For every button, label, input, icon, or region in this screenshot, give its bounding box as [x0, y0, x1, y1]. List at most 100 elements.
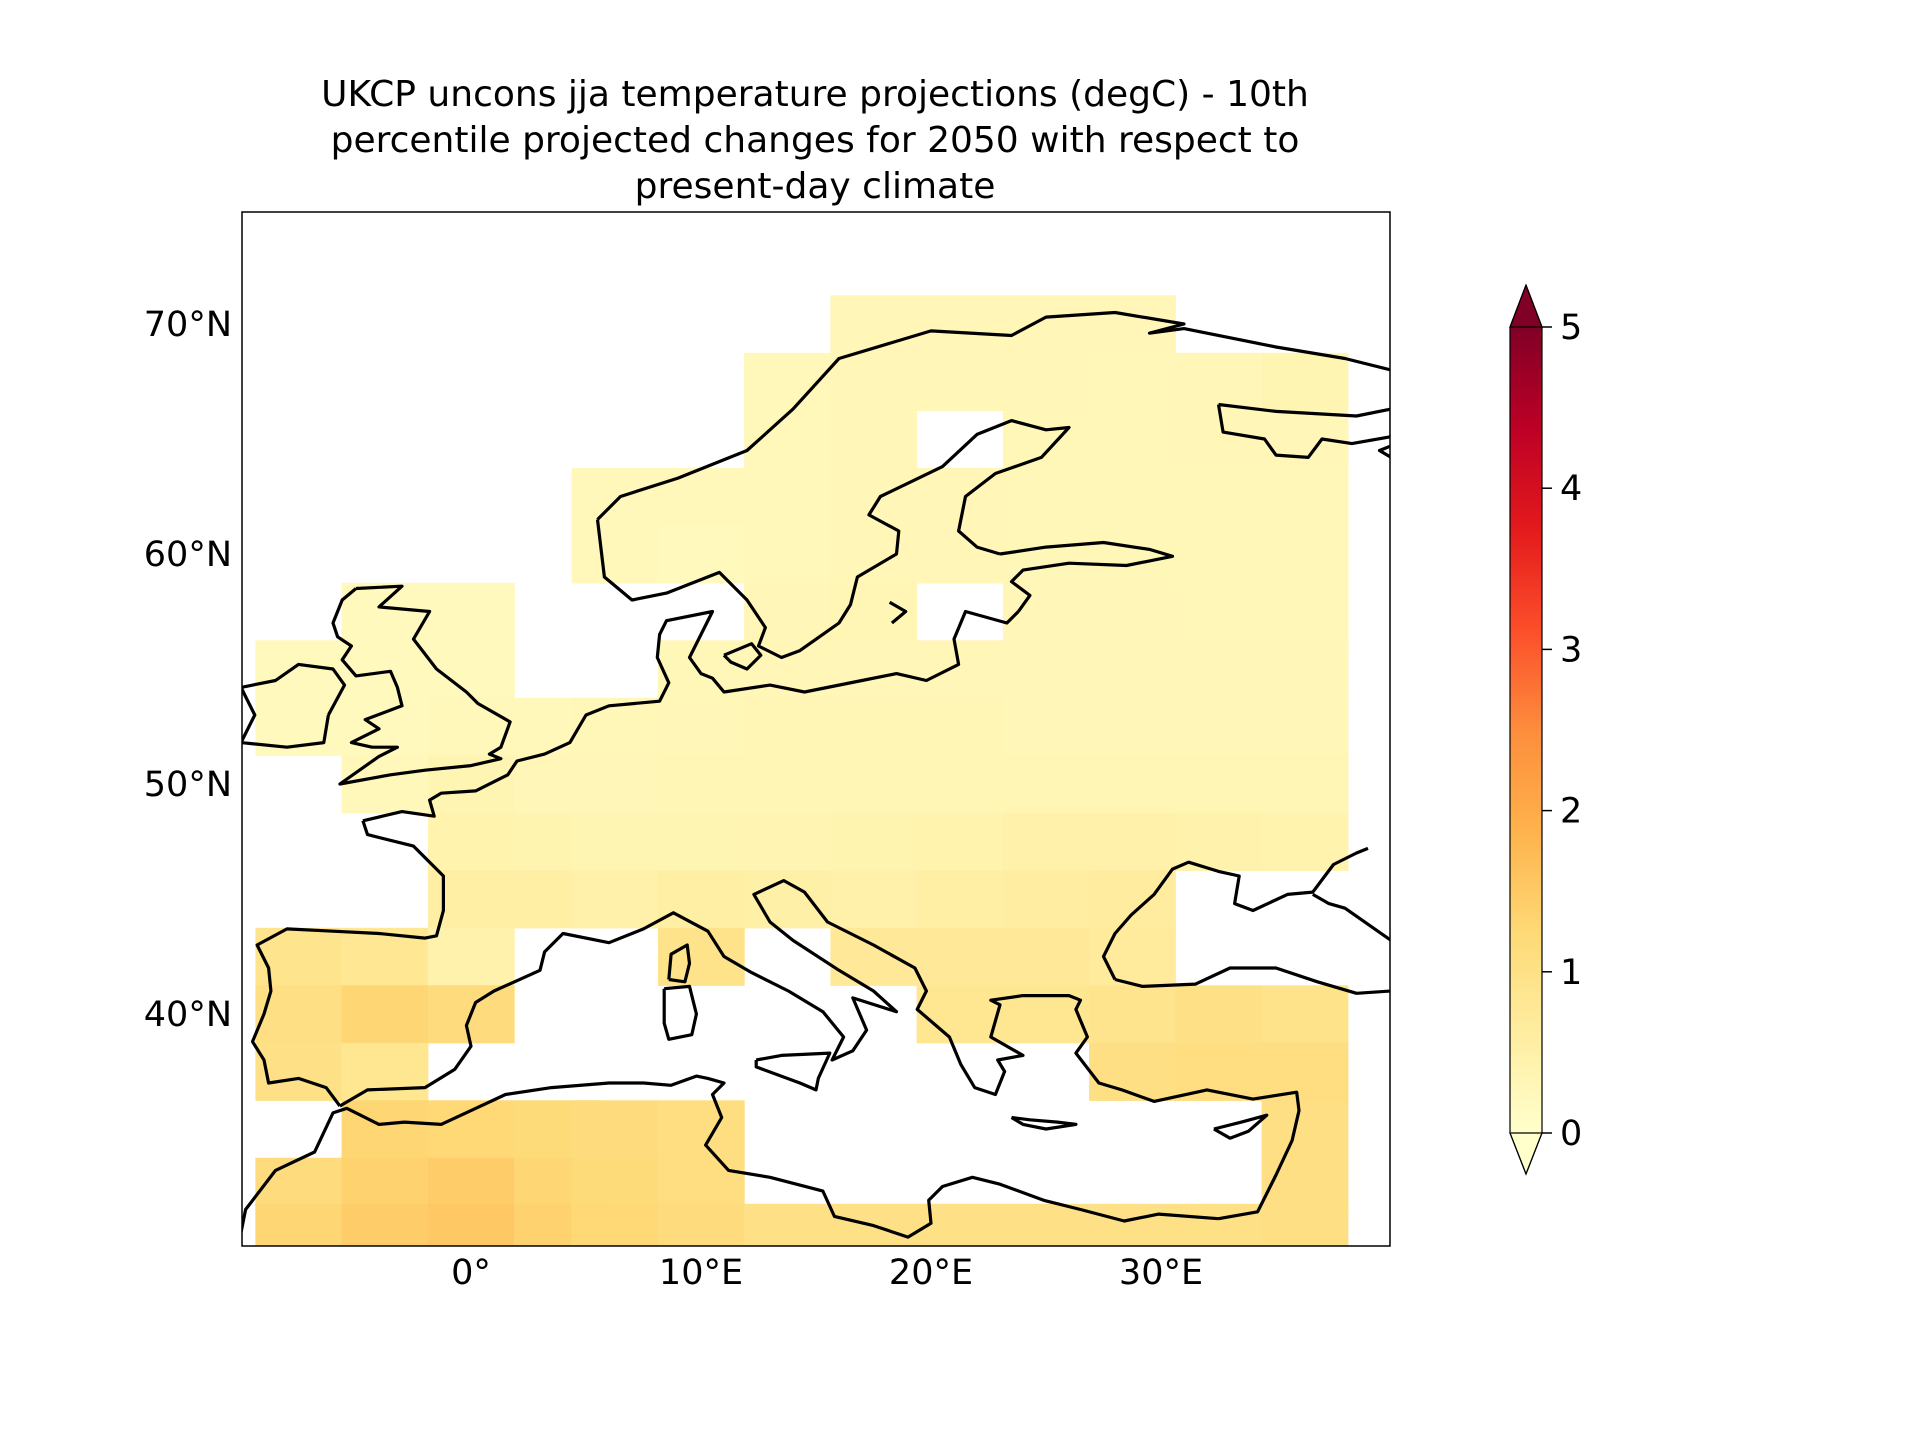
data-cell — [916, 985, 1004, 1044]
coastline-finland-russia — [999, 540, 1175, 613]
coastline-ireland — [242, 662, 347, 749]
data-cell — [657, 1100, 745, 1159]
data-cell — [916, 295, 1004, 354]
data-cell — [1002, 1203, 1090, 1246]
data-cell — [427, 927, 515, 986]
x-axis-ticks: 0° 10°E 20°E 30°E — [451, 1253, 1203, 1293]
data-cell — [916, 525, 1004, 584]
colorbar-body — [1510, 327, 1542, 1133]
data-cell — [1261, 1203, 1349, 1246]
coastline-zealand — [722, 642, 763, 671]
data-cell — [571, 1203, 659, 1246]
colorbar-tick-label: 2 — [1560, 792, 1582, 832]
data-cell — [1175, 352, 1263, 411]
coastline-scandinavia — [596, 310, 1390, 521]
data-cell — [1002, 640, 1090, 699]
title-line-2: percentile projected changes for 2050 wi… — [331, 120, 1300, 161]
map-area — [242, 212, 1390, 1246]
coastline-gotland — [888, 600, 908, 625]
colorbar-tick-label: 5 — [1560, 308, 1582, 348]
data-cell — [341, 755, 429, 814]
data-cell — [744, 525, 831, 584]
data-cell — [571, 870, 659, 929]
data-cell — [1175, 467, 1263, 526]
data-cell — [1089, 985, 1176, 1044]
data-cell — [830, 352, 918, 411]
data-cell — [1089, 1042, 1176, 1101]
y-tick-label: 70°N — [144, 305, 232, 345]
coastline-kola-arkhangelsk — [1377, 444, 1390, 459]
data-cell — [830, 812, 918, 871]
data-cell — [1261, 352, 1349, 411]
x-tick-label: 20°E — [889, 1253, 973, 1293]
x-tick-label: 30°E — [1119, 1253, 1203, 1293]
title-line-1: UKCP uncons jja temperature projections … — [321, 74, 1309, 115]
data-cell — [1089, 697, 1176, 756]
data-cell — [830, 755, 918, 814]
coastline-mediterranean-north — [339, 878, 1301, 1221]
data-cell — [1261, 812, 1349, 871]
y-axis-ticks: 40°N 50°N 60°N 70°N — [144, 305, 232, 1035]
data-cell — [571, 467, 659, 526]
data-cell — [916, 927, 1004, 986]
data-cell — [1175, 582, 1263, 641]
data-cell — [1002, 295, 1090, 354]
colorbar: 0 1 2 3 4 5 — [1509, 283, 1582, 1176]
data-cell — [1261, 410, 1349, 469]
coastline-crete — [1010, 1115, 1078, 1131]
data-cell — [341, 1203, 429, 1246]
data-cell — [657, 467, 745, 526]
data-cell — [1089, 755, 1176, 814]
coastlines — [242, 310, 1390, 1239]
data-cell — [1175, 640, 1263, 699]
data-cell — [1002, 927, 1090, 986]
data-cell — [571, 812, 659, 871]
coastline-black-sea-south — [1312, 893, 1390, 942]
coastline-sardinia — [662, 984, 699, 1041]
coastline-scandinavia-south — [595, 419, 1071, 660]
data-cell — [1089, 410, 1176, 469]
data-cell — [1089, 467, 1176, 526]
data-cell — [1002, 525, 1090, 584]
data-cell — [571, 1100, 659, 1159]
data-cell — [341, 582, 429, 641]
coastline-white-sea — [1216, 402, 1390, 459]
coastline-turkey-north — [1114, 966, 1390, 995]
data-cell — [744, 1203, 831, 1246]
data-cell — [1175, 1203, 1263, 1246]
data-cell — [657, 870, 745, 929]
y-tick-label: 50°N — [144, 765, 232, 805]
data-cell — [1175, 697, 1263, 756]
data-cell — [255, 1203, 343, 1246]
data-cell — [916, 640, 1004, 699]
data-cell — [830, 410, 918, 469]
chart-title: UKCP uncons jja temperature projections … — [321, 74, 1309, 207]
data-cell — [1261, 985, 1349, 1044]
data-cell — [1261, 467, 1349, 526]
coastline-britain — [331, 584, 512, 786]
data-cell — [1002, 352, 1090, 411]
data-cell — [657, 1203, 745, 1246]
data-cell — [916, 352, 1004, 411]
data-cell — [427, 1203, 515, 1246]
colorbar-tick-label: 0 — [1560, 1114, 1582, 1154]
data-cell — [341, 985, 429, 1044]
data-cell — [744, 755, 831, 814]
title-line-3: present-day climate — [635, 166, 996, 207]
data-cell — [830, 640, 918, 699]
data-cell — [1089, 582, 1176, 641]
data-cell — [916, 812, 1004, 871]
colorbar-tick-label: 4 — [1560, 469, 1582, 509]
data-cell — [1089, 870, 1176, 929]
data-cell — [657, 640, 745, 699]
data-cell — [1002, 697, 1090, 756]
data-cell — [657, 812, 745, 871]
coastline-africa-north — [242, 1074, 1219, 1239]
data-cell — [571, 755, 659, 814]
colorbar-ticks: 0 1 2 3 4 5 — [1542, 308, 1582, 1154]
data-cell — [657, 755, 745, 814]
data-cell — [1261, 1042, 1349, 1101]
data-cell — [830, 295, 918, 354]
data-cell — [1089, 352, 1176, 411]
data-cell — [427, 582, 515, 641]
